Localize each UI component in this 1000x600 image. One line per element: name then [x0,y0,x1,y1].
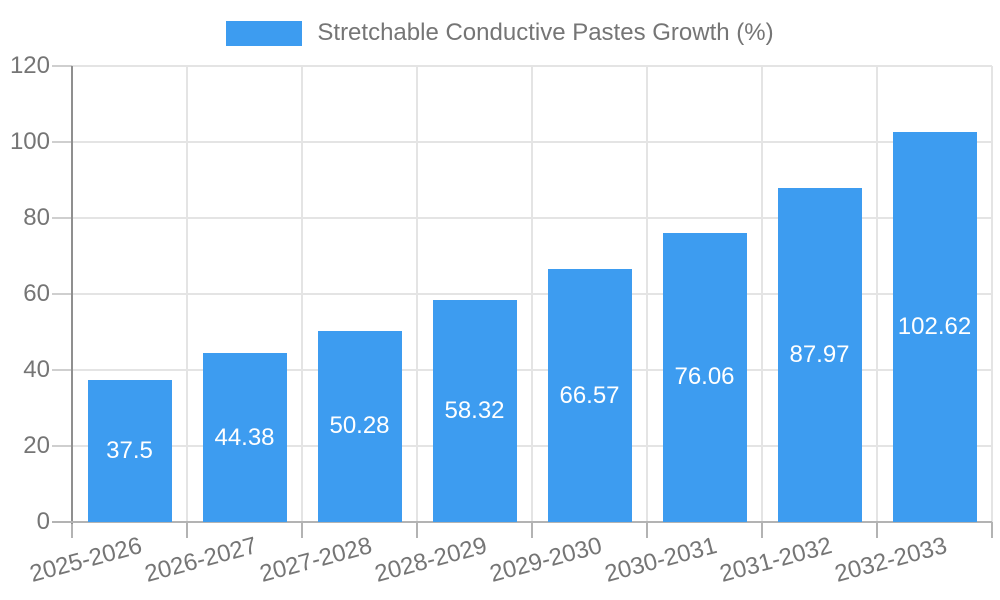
gridline-vertical [301,66,303,522]
y-axis-tick [52,141,72,143]
gridline-vertical [761,66,763,522]
bar-value-label: 66.57 [559,381,620,409]
bar-value-label: 102.62 [897,313,972,340]
bar[interactable]: 44.38 [202,353,287,522]
x-tick-label: 2025-2026 [26,532,145,588]
x-tick-label: 2028-2029 [371,532,490,588]
y-tick-label: 100 [9,128,50,155]
y-axis-tick [52,369,72,371]
y-axis-tick [52,65,72,67]
y-tick-label: 120 [9,52,50,79]
bar[interactable]: 87.97 [777,187,862,522]
gridline-vertical [646,66,648,522]
bar[interactable]: 50.28 [317,330,402,522]
y-axis-tick [52,445,72,447]
y-axis-tick [52,293,72,295]
x-tick-label: 2026-2027 [141,532,260,588]
bar-value-label: 87.97 [789,340,850,368]
legend-swatch[interactable] [226,20,303,46]
bar-value-label: 44.38 [214,423,275,451]
y-tick-label: 80 [23,204,50,231]
y-tick-label: 0 [36,508,50,535]
y-axis-line [71,66,73,524]
bar[interactable]: 66.57 [547,269,632,522]
x-axis-tick [646,522,648,538]
x-axis-tick [991,522,993,538]
x-axis-tick [71,522,73,538]
bar-value-label: 37.5 [106,436,153,464]
x-tick-label: 2030-2031 [601,532,720,588]
gridline-vertical [416,66,418,522]
legend-label[interactable]: Stretchable Conductive Pastes Growth (%) [317,19,774,46]
bar[interactable]: 102.62 [892,132,977,522]
bar-value-label: 50.28 [329,412,390,440]
chart-legend[interactable]: Stretchable Conductive Pastes Growth (%) [0,19,1000,47]
y-tick-label: 20 [23,432,50,459]
x-axis-tick [416,522,418,538]
gridline-vertical [531,66,533,522]
bar[interactable]: 58.32 [432,300,517,522]
bar[interactable]: 37.5 [87,379,172,522]
y-axis-tick [52,217,72,219]
y-tick-label: 60 [23,280,50,307]
x-axis-tick [876,522,878,538]
bar[interactable]: 76.06 [662,232,747,522]
x-axis-tick [761,522,763,538]
gridline-vertical [186,66,188,522]
x-axis-tick [186,522,188,538]
gridline-vertical [876,66,878,522]
x-tick-label: 2032-2033 [831,532,950,588]
bar-value-label: 76.06 [674,363,735,391]
x-tick-label: 2031-2032 [716,532,835,588]
x-axis-tick [531,522,533,538]
gridline-vertical [991,66,993,522]
y-tick-label: 40 [23,356,50,383]
x-axis-tick [301,522,303,538]
x-tick-label: 2027-2028 [256,532,375,588]
x-axis-line [52,521,992,523]
x-tick-label: 2029-2030 [486,532,605,588]
bar-value-label: 58.32 [444,397,505,425]
